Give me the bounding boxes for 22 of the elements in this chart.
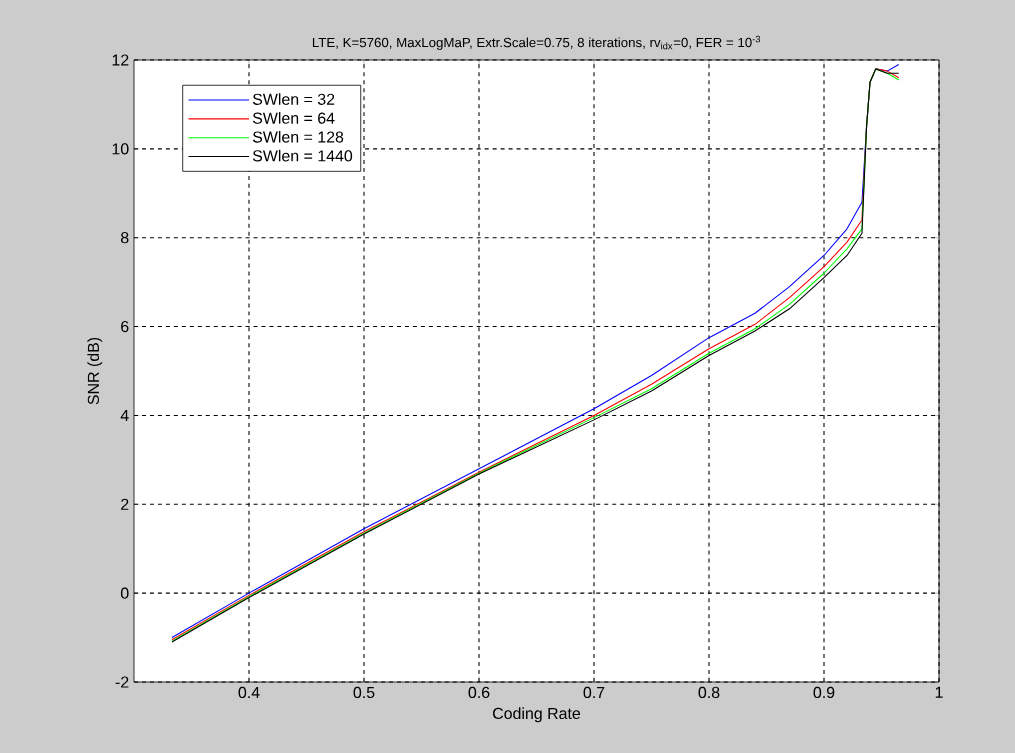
x-tick-label: 0.9 <box>813 686 835 699</box>
y-tick-label: -2 <box>115 676 129 688</box>
x-tick-label: 0.4 <box>238 686 260 699</box>
legend-label: SWlen = 128 <box>252 130 344 143</box>
x-tick-label: 0.5 <box>353 686 375 699</box>
y-tick-label: 8 <box>121 232 129 244</box>
legend-label: SWlen = 32 <box>252 93 335 105</box>
x-tick-label: 0.7 <box>583 686 605 699</box>
y-tick-label: 2 <box>121 498 129 510</box>
y-axis-title: SNR (dB) <box>87 337 103 405</box>
y-tick-label: 0 <box>120 587 129 599</box>
x-tick-label: 0.8 <box>698 686 720 699</box>
x-axis-title: Coding Rate <box>493 707 581 723</box>
y-tick-label: 12 <box>112 54 129 66</box>
x-tick-label: 1 <box>935 686 943 698</box>
x-tick-label: 0.6 <box>468 686 490 699</box>
chart-title: LTE, K=5760, MaxLogMaP, Extr.Scale=0.75, 8 iterations, rv$_{idx}$=0, FER = 10$^{-3}$ <box>312 35 761 50</box>
y-tick-label: 6 <box>121 320 129 333</box>
legend-label: SWlen = 1440 <box>252 149 353 162</box>
y-tick-label: 4 <box>120 409 129 421</box>
y-tick-label: 10 <box>112 143 129 155</box>
legend-label: SWlen = 64 <box>252 112 335 124</box>
